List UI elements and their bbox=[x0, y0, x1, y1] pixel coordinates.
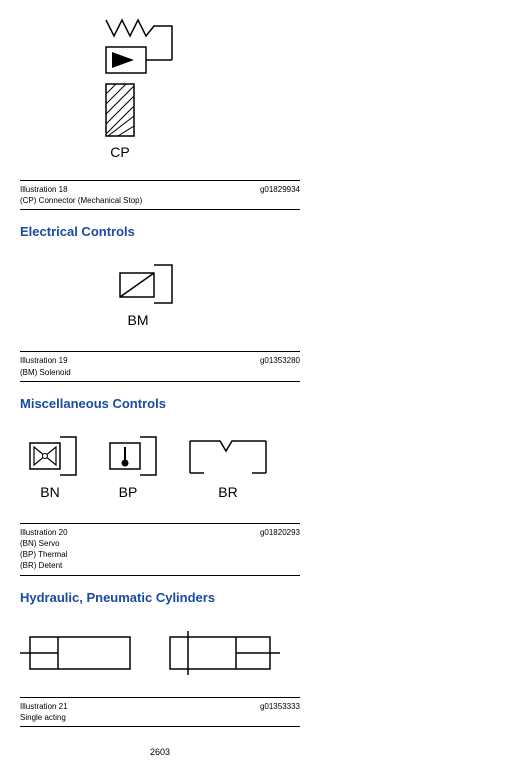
figure-cylinders bbox=[20, 619, 300, 689]
section-misc: Miscellaneous Controls bbox=[20, 396, 490, 411]
figure-bn-bp-br: BN BP BR bbox=[20, 425, 300, 515]
illustration-code: g01353333 bbox=[260, 701, 300, 712]
caption-fig21: Illustration 21 g01353333 Single acting bbox=[20, 697, 300, 727]
section-hydraulic: Hydraulic, Pneumatic Cylinders bbox=[20, 590, 490, 605]
label-bm: BM bbox=[128, 312, 149, 328]
illustration-desc: (CP) Connector (Mechanical Stop) bbox=[20, 195, 300, 206]
figure-bm: BM bbox=[20, 253, 300, 343]
caption-fig19: Illustration 19 g01353280 (BM) Solenoid bbox=[20, 351, 300, 381]
illustration-desc: (BM) Solenoid bbox=[20, 367, 300, 378]
illustration-desc-1: (BP) Thermal bbox=[20, 549, 300, 560]
caption-fig18: Illustration 18 g01829934 (CP) Connector… bbox=[20, 180, 300, 210]
caption-fig20: Illustration 20 g01820293 (BN) Servo (BP… bbox=[20, 523, 300, 576]
label-bn: BN bbox=[40, 484, 59, 500]
label-br: BR bbox=[218, 484, 237, 500]
illustration-number: Illustration 21 bbox=[20, 701, 68, 712]
illustration-desc-0: (BN) Servo bbox=[20, 538, 300, 549]
illustration-number: Illustration 20 bbox=[20, 527, 68, 538]
illustration-code: g01820293 bbox=[260, 527, 300, 538]
section-electrical: Electrical Controls bbox=[20, 224, 490, 239]
illustration-code: g01829934 bbox=[260, 184, 300, 195]
label-cp: CP bbox=[110, 144, 129, 160]
label-bp: BP bbox=[119, 484, 138, 500]
illustration-desc-2: (BR) Detent bbox=[20, 560, 300, 571]
illustration-number: Illustration 18 bbox=[20, 184, 68, 195]
figure-cp: CP bbox=[20, 12, 300, 172]
illustration-number: Illustration 19 bbox=[20, 355, 68, 366]
illustration-code: g01353280 bbox=[260, 355, 300, 366]
page-number: 2603 bbox=[20, 747, 300, 757]
illustration-desc: Single acting bbox=[20, 712, 300, 723]
